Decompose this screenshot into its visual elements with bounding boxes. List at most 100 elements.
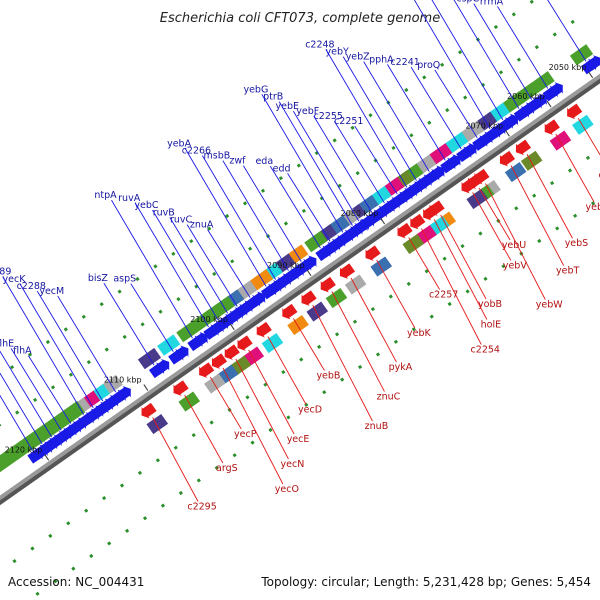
track-tick bbox=[350, 125, 355, 130]
cog-box-reverse bbox=[520, 150, 543, 171]
track-tick bbox=[463, 95, 468, 100]
kbp-tick bbox=[588, 71, 594, 79]
track-tick bbox=[104, 347, 109, 352]
track-tick bbox=[516, 57, 522, 62]
reverse-gene-label: yebV bbox=[503, 260, 527, 271]
gene-arrow-forward bbox=[83, 408, 99, 425]
reverse-gene-label: yecE bbox=[287, 434, 310, 445]
track-tick bbox=[388, 294, 393, 299]
reverse-leader-line bbox=[440, 214, 487, 300]
track-tick bbox=[178, 490, 183, 496]
forward-leader-line bbox=[222, 160, 289, 271]
gene-arrow-forward bbox=[384, 196, 400, 213]
gene-arrow-forward bbox=[173, 345, 189, 362]
forward-leader-line bbox=[342, 56, 417, 181]
gene-arrow-forward bbox=[531, 93, 547, 110]
forward-leader-line bbox=[57, 295, 117, 393]
kbp-marker-label: 2060 kbp bbox=[507, 92, 545, 101]
reverse-leader-line bbox=[222, 367, 284, 485]
track-tick bbox=[135, 276, 140, 282]
forward-gene-label: yecK bbox=[3, 274, 27, 285]
forward-gene-label: flhE bbox=[0, 338, 14, 349]
forward-gene-label: ntpA bbox=[94, 190, 117, 201]
reverse-leader-line bbox=[510, 165, 565, 266]
genome-summary-text: Topology: circular; Length: 5,231,428 bp… bbox=[260, 575, 591, 589]
cog-box-reverse bbox=[572, 114, 594, 135]
reverse-leader-line bbox=[472, 192, 512, 261]
track-tick bbox=[567, 168, 573, 173]
forward-gene-label: c2266 bbox=[182, 146, 211, 157]
forward-leader-line bbox=[453, 0, 520, 109]
cog-box-forward bbox=[304, 230, 328, 253]
cog-box-forward bbox=[137, 347, 162, 370]
track-tick bbox=[122, 334, 127, 340]
reverse-gene-label: yecO bbox=[275, 484, 299, 495]
gene-arrow-forward bbox=[342, 226, 359, 242]
gene-arrow-forward bbox=[320, 241, 336, 258]
track-tick bbox=[209, 420, 214, 425]
track-tick bbox=[0, 423, 2, 428]
cog-box-forward bbox=[249, 269, 274, 291]
track-tick bbox=[53, 579, 58, 584]
forward-leader-line bbox=[333, 120, 385, 204]
kbp-markers: 2050 kbp 2060 kbp 2070 kbp 2080 kbp 2090 kbp… bbox=[5, 63, 594, 461]
cog-box-forward bbox=[502, 91, 526, 113]
track-tick bbox=[158, 309, 163, 314]
track-tick bbox=[281, 369, 286, 375]
track-tick bbox=[155, 458, 160, 463]
gene-arrow-reverse bbox=[224, 344, 240, 360]
gene-arrow-forward bbox=[32, 444, 48, 461]
track-tick bbox=[278, 176, 283, 181]
track-tick bbox=[409, 133, 414, 138]
reverse-leader-line bbox=[350, 277, 397, 363]
track-tick bbox=[573, 213, 578, 218]
track-tick bbox=[245, 395, 250, 400]
kbp-tick bbox=[546, 100, 552, 108]
forward-leader-line bbox=[207, 229, 251, 298]
gene-arrow-reverse bbox=[515, 139, 532, 156]
track-tick bbox=[585, 155, 591, 160]
track-tick bbox=[63, 327, 68, 332]
forward-leader-line bbox=[387, 64, 446, 161]
cog-box-reverse bbox=[178, 391, 201, 412]
track-tick bbox=[232, 453, 237, 458]
forward-leader-line bbox=[410, 66, 462, 150]
forward-leader-line bbox=[292, 110, 360, 222]
forward-gene-label: bisZ bbox=[88, 273, 109, 284]
track-tick bbox=[406, 281, 411, 286]
gene-arrow-reverse bbox=[282, 303, 298, 320]
reverse-leader-line bbox=[235, 358, 289, 460]
forward-gene-label: yebC bbox=[134, 200, 158, 211]
forward-gene-label: yebG bbox=[243, 84, 268, 95]
track-tick bbox=[368, 113, 373, 118]
forward-gene-label: msbB bbox=[204, 151, 231, 162]
track-tick bbox=[440, 62, 445, 67]
forward-gene-label: ruvA bbox=[118, 193, 141, 204]
forward-leader-line bbox=[36, 290, 104, 402]
gene-arrow-reverse bbox=[544, 119, 560, 135]
track-tick bbox=[332, 138, 337, 143]
gene-arrow-reverse bbox=[211, 353, 228, 369]
forward-leader-line bbox=[269, 165, 321, 249]
track-tick bbox=[460, 243, 465, 249]
forward-leader-line bbox=[0, 350, 53, 438]
reverse-gene-label: c2235 bbox=[599, 170, 600, 181]
track-tick bbox=[68, 372, 74, 377]
gene-arrow-forward bbox=[301, 255, 317, 272]
track-tick bbox=[422, 75, 427, 80]
forward-leader-line bbox=[130, 283, 174, 352]
forward-gene-labels: yoaErrmAcspCc2236htpXprcproQc2241pphAyeb… bbox=[0, 0, 587, 451]
reverse-leader-line bbox=[331, 291, 385, 392]
forward-gene-label: proQ bbox=[417, 60, 440, 71]
track-tick bbox=[340, 377, 345, 382]
track-tick bbox=[86, 360, 91, 365]
forward-gene-label: aspS bbox=[113, 274, 136, 285]
reverse-leader-line bbox=[421, 228, 482, 345]
reverse-leader-line bbox=[267, 336, 307, 405]
reverse-leader-line bbox=[184, 394, 224, 464]
track-tick bbox=[299, 357, 304, 362]
forward-gene-label: cspC bbox=[456, 0, 479, 5]
forward-gene-label: yecM bbox=[39, 286, 64, 297]
forward-gene-label: yebY bbox=[326, 47, 349, 58]
